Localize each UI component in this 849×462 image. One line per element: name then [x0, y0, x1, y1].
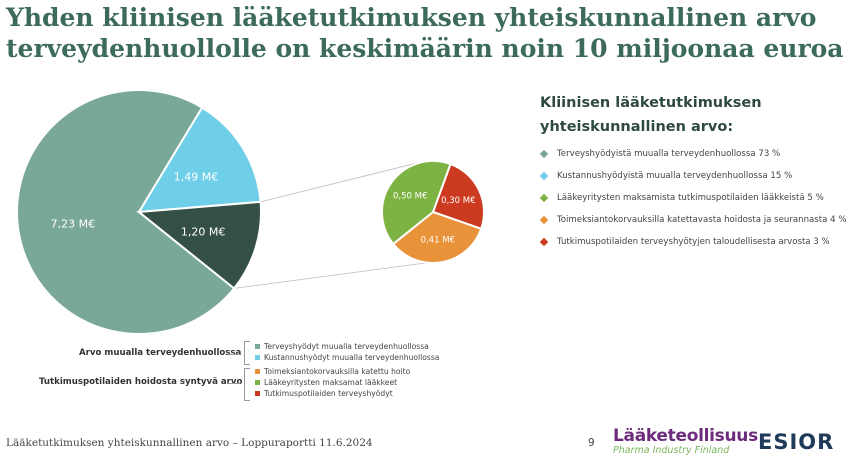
group-item-marker: [255, 390, 260, 396]
detail-pie-slice-2: [381, 160, 452, 246]
legend-label: Lääkeyritysten maksamista tutkimuspotila…: [557, 193, 824, 203]
group-bracket: [244, 368, 250, 401]
legend-marker: [539, 193, 549, 203]
laaketeollisuus-logo: Lääketeollisuus Pharma Industry Finland: [613, 426, 758, 456]
group-item: Terveyshyödyt muualla terveydenhuollossa: [255, 340, 429, 352]
group-label-healthcare: Arvo muualla terveydenhuollossa: [79, 348, 242, 358]
group-item-marker: [255, 354, 260, 360]
group-item-marker: [255, 379, 260, 385]
title-line-2: terveydenhuollolle on keskimäärin noin 1…: [6, 34, 844, 63]
main-pie-slice-label-2: 1,20 M€: [181, 225, 225, 238]
title-line-1: Yhden kliinisen lääketutkimuksen yhteisk…: [6, 3, 817, 32]
group-bracket-line: [228, 354, 240, 355]
detail-pie-slice-1: [391, 210, 483, 264]
legend-item: Terveyshyödyistä muualla terveydenhuollo…: [539, 143, 847, 165]
legend-item: Tutkimuspotilaiden terveyshyötyjen talou…: [539, 231, 847, 253]
group-item: Toimeksiantokorvauksilla katettu hoito: [255, 365, 410, 377]
detail-pie-slice-0: [431, 162, 485, 231]
group-item: Kustannushyödyt muualla terveydenhuollos…: [255, 351, 439, 363]
detail-pie-slice-label-2: 0,50 M€: [393, 192, 427, 202]
legend-label: Toimeksiantokorvauksilla katettavasta ho…: [557, 215, 847, 225]
connector-line-bottom: [234, 262, 426, 289]
group-item-label: Toimeksiantokorvauksilla katettu hoito: [264, 366, 411, 376]
legend-item: Kustannushyödyistä muualla terveydenhuol…: [539, 165, 847, 187]
legend-item: Toimeksiantokorvauksilla katettavasta ho…: [539, 209, 847, 231]
footer-text: Lääketutkimuksen yhteiskunnallinen arvo …: [6, 437, 373, 449]
connector-line-top: [260, 160, 426, 203]
legend-marker: [539, 237, 549, 247]
main-pie-slice-label-0: 7,23 M€: [51, 218, 95, 231]
esior-logo: ESIOR: [758, 430, 835, 454]
main-pie-slice-2: [136, 200, 262, 290]
legend-marker: [539, 215, 549, 225]
legend-label: Kustannushyödyistä muualla terveydenhuol…: [557, 171, 793, 181]
page-title: Yhden kliinisen lääketutkimuksen yhteisk…: [6, 2, 844, 64]
legend-label: Tutkimuspotilaiden terveyshyötyjen talou…: [557, 237, 830, 247]
legend-item: Lääkeyritysten maksamista tutkimuspotila…: [539, 187, 847, 209]
connector-lines: [234, 160, 426, 289]
group-bracket: [244, 341, 250, 365]
legend: Terveyshyödyistä muualla terveydenhuollo…: [539, 143, 847, 253]
legend-title: Kliinisen lääketutkimuksen yhteiskunnall…: [540, 95, 762, 135]
group-label-trial-patients: Tutkimuspotilaiden hoidosta syntyvä arvo: [39, 377, 243, 387]
group-item-marker: [255, 368, 260, 374]
group-item: Lääkeyritysten maksamat lääkkeet: [255, 376, 397, 388]
group-item: Tutkimuspotilaiden terveyshyödyt: [255, 387, 393, 399]
legend-marker: [539, 171, 549, 181]
detail-pie-slice-label-1: 0,41 M€: [421, 236, 455, 246]
main-pie-slice-label-1: 1,49 M€: [174, 170, 218, 183]
group-item-label: Tutkimuspotilaiden terveyshyödyt: [264, 388, 393, 398]
detail-pie: 0,30 M€ 0,41 M€ 0,50 M€: [381, 160, 485, 264]
group-item-label: Terveyshyödyt muualla terveydenhuollossa: [264, 341, 429, 351]
legend-label: Terveyshyödyistä muualla terveydenhuollo…: [557, 149, 781, 159]
main-pie: 7,23 M€ 1,49 M€ 1,20 M€: [16, 89, 262, 335]
group-item-label: Kustannushyödyt muualla terveydenhuollos…: [264, 352, 440, 362]
main-pie-slice-1: [137, 106, 262, 214]
main-pie-slice-0: [16, 89, 236, 335]
page-number: 9: [588, 437, 595, 449]
group-item-marker: [255, 343, 260, 349]
detail-pie-slice-label-0: 0,30 M€: [441, 196, 475, 206]
group-item-label: Lääkeyritysten maksamat lääkkeet: [264, 377, 398, 387]
legend-marker: [539, 149, 549, 159]
group-bracket-line: [228, 383, 240, 384]
